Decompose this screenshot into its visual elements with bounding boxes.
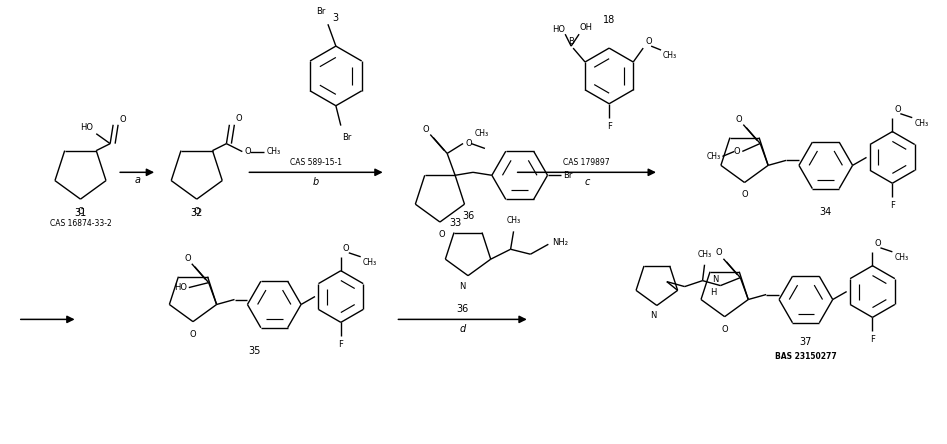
Text: O: O — [244, 147, 251, 156]
Text: F: F — [890, 201, 895, 210]
Text: O: O — [894, 105, 901, 114]
Text: 18: 18 — [603, 15, 616, 25]
Text: Br: Br — [316, 7, 326, 16]
Text: b: b — [313, 177, 319, 187]
Text: Br: Br — [563, 171, 573, 180]
Text: HO: HO — [174, 283, 187, 292]
Text: O: O — [236, 114, 242, 123]
Text: CH₃: CH₃ — [266, 147, 280, 156]
Text: CAS 16874-33-2: CAS 16874-33-2 — [49, 219, 112, 229]
Text: O: O — [119, 115, 126, 124]
Text: d: d — [459, 324, 466, 334]
Text: BAS 23150277: BAS 23150277 — [775, 352, 837, 361]
Text: 36: 36 — [462, 211, 474, 221]
Text: O: O — [193, 207, 200, 216]
Text: HO: HO — [80, 123, 93, 132]
Text: 36: 36 — [456, 305, 469, 314]
Text: O: O — [438, 230, 445, 239]
Text: CH₃: CH₃ — [663, 51, 677, 60]
Text: 33: 33 — [449, 218, 461, 228]
Text: O: O — [722, 325, 728, 333]
Text: 35: 35 — [248, 346, 260, 356]
Text: O: O — [77, 207, 83, 216]
Text: CAS 179897: CAS 179897 — [563, 158, 610, 167]
Text: 31: 31 — [75, 208, 86, 218]
Text: 32: 32 — [190, 208, 203, 218]
Text: CH₃: CH₃ — [894, 253, 908, 262]
Text: Br: Br — [342, 133, 351, 142]
Text: NH₂: NH₂ — [552, 238, 568, 247]
Text: 34: 34 — [820, 207, 831, 217]
Text: a: a — [134, 175, 140, 185]
Text: O: O — [645, 37, 652, 46]
Text: F: F — [338, 340, 343, 349]
Text: CH₃: CH₃ — [914, 119, 928, 128]
Text: 37: 37 — [799, 337, 813, 347]
Text: O: O — [736, 115, 742, 123]
Text: O: O — [343, 244, 349, 253]
Text: N: N — [650, 311, 656, 321]
Text: H: H — [710, 288, 717, 297]
Text: CH₃: CH₃ — [363, 258, 377, 267]
Text: c: c — [584, 177, 589, 187]
Text: O: O — [716, 248, 723, 257]
Text: CAS 589-15-1: CAS 589-15-1 — [290, 158, 342, 167]
Text: N: N — [712, 274, 719, 284]
Text: HO: HO — [552, 25, 565, 34]
Text: F: F — [607, 122, 612, 131]
Text: OH: OH — [579, 23, 592, 32]
Text: 3: 3 — [332, 13, 339, 23]
Text: CH₃: CH₃ — [706, 152, 721, 161]
Text: O: O — [742, 190, 748, 199]
Text: O: O — [734, 147, 741, 156]
Text: CH₃: CH₃ — [507, 216, 521, 226]
Text: B: B — [568, 37, 574, 46]
Text: O: O — [189, 329, 196, 339]
Text: CH₃: CH₃ — [475, 128, 489, 138]
Text: F: F — [870, 335, 875, 344]
Text: O: O — [184, 254, 190, 263]
Text: O: O — [465, 139, 472, 148]
Text: CH₃: CH₃ — [698, 250, 711, 259]
Text: N: N — [459, 281, 465, 291]
Text: O: O — [422, 125, 429, 134]
Text: O: O — [874, 239, 881, 248]
